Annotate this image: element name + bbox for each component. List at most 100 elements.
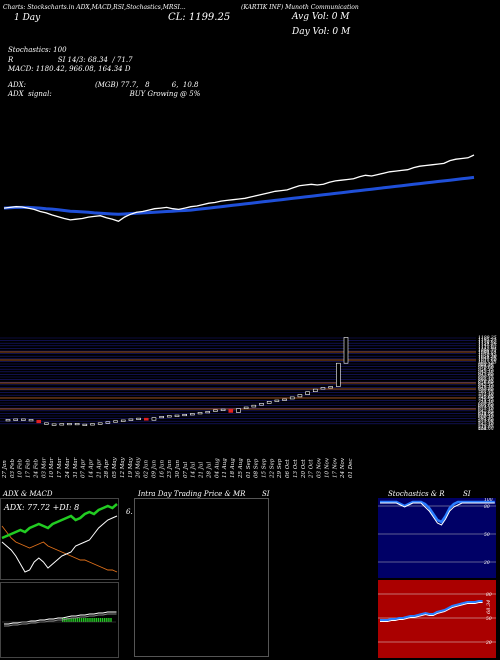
date-tick-label: 12 May [120, 456, 126, 478]
macd-histogram-bar [104, 618, 106, 622]
macd-histogram-bar [74, 618, 76, 622]
candle [97, 422, 103, 425]
macd-panel-frame [0, 582, 119, 658]
price-level-label: 657.10 [478, 407, 494, 413]
date-tick-label: 28 Jul [207, 462, 213, 479]
macd-histogram-bar [85, 618, 87, 622]
date-tick-label: 10 Mar [49, 457, 55, 478]
macd-histogram-bar [66, 618, 68, 622]
candle [13, 418, 18, 421]
price-level-label: 671.35 [478, 405, 494, 411]
price-level-label: 543.10 [478, 422, 494, 428]
date-tick-label: 17 Mar [57, 457, 63, 478]
rsi-panel: 80 50 20 68.34 [378, 580, 496, 658]
macd-histogram-bar [76, 618, 79, 622]
day-volume: Day Vol: 0 M [292, 27, 351, 37]
candle [105, 421, 111, 424]
price-level-label: 1041.95 [478, 356, 497, 362]
indicator-readouts: Stochastics: 100 R SI 14/3: 68.34 / 71.7… [8, 46, 200, 100]
candle [251, 404, 257, 408]
price-line-chart [3, 154, 475, 223]
candle [289, 396, 295, 400]
candle [328, 386, 333, 389]
date-tick-label: 21 Apr [96, 459, 102, 479]
date-tick-label: 23 Jun [167, 460, 173, 479]
price-level-label: 756.85 [478, 393, 494, 399]
price-level-label: 685.60 [478, 403, 494, 409]
date-tick-label: 27 Jan [2, 460, 8, 479]
rsi-tick-label: 50 [486, 616, 492, 622]
candle [21, 418, 26, 421]
macd-histogram-bar [72, 618, 74, 622]
price-level-label: 585.85 [478, 416, 494, 422]
macd-histogram-bar [95, 618, 97, 622]
candle [220, 408, 226, 411]
macd-histogram-bar [101, 618, 104, 622]
rsi-readout: R SI 14/3: 68.34 / 71.7 [8, 55, 133, 64]
candle [312, 388, 318, 393]
date-tick-label: 10 Nov [324, 457, 330, 478]
price-level-label: 771.10 [478, 391, 494, 397]
stoch-d-line [380, 502, 495, 526]
stoch-si-label: SI [463, 490, 471, 498]
price-level-label: 785.35 [478, 390, 494, 396]
price-level-label: 885.10 [478, 376, 494, 382]
price-level-label: 1056.20 [478, 354, 497, 360]
stoch-panel-title: Stochastics & R [388, 490, 445, 498]
date-tick-label: 08 Sep [254, 458, 260, 478]
intraday-panel-title: Intra Day Trading Price & MR [138, 490, 246, 498]
candle [143, 417, 149, 421]
price-level-label: 1098.72 [478, 348, 497, 354]
candle [205, 411, 211, 414]
price-level-label: 742.60 [478, 395, 494, 401]
price-level-label: 714.10 [478, 399, 494, 405]
date-tick-label: 29 Sep [277, 458, 283, 479]
date-tick-label: 03 Feb [10, 458, 16, 478]
date-tick-label: 31 Mar [73, 457, 79, 478]
rsi-tick-label: 20 [485, 640, 492, 646]
date-tick-label: 11 Aug [222, 458, 228, 478]
macd-histogram-bar [108, 618, 110, 622]
price-level-label: 1170.67 [478, 339, 497, 345]
stochastics-readout: Stochastics: 100 [8, 46, 67, 54]
adx-signal-readout: ADX signal: BUY Growing @ 5% [8, 90, 201, 98]
macd-readout: MACD: 1180.42, 966.08, 164.34 D [8, 65, 131, 73]
price-level-label: 642.85 [478, 408, 494, 414]
date-tick-label: 14 Apr [89, 459, 95, 478]
date-tick-label: 07 Jul [183, 462, 189, 478]
macd-panel [0, 582, 119, 658]
date-tick-label: 07 Apr [81, 459, 87, 478]
price-level-label: 1185.21 [478, 337, 497, 343]
candle [36, 419, 42, 424]
candle [174, 414, 180, 417]
macd-histogram-bar [87, 618, 89, 622]
candle [274, 399, 280, 402]
macd-histogram-bar [97, 618, 100, 622]
candle [113, 420, 118, 423]
price-level-label: 813.85 [478, 386, 494, 392]
date-tick-label: 01 Sep [246, 458, 252, 478]
price-level-label: 956.35 [478, 367, 494, 373]
date-tick-label: 22 Sep [269, 458, 275, 479]
top-strip-text: Charts: Stockscharts.in ADX,MACD,RSI,Sto… [3, 4, 186, 11]
company-name: (KARTIK INF) Munoth Communication [241, 4, 359, 11]
minus-di-line [1, 525, 118, 573]
candle [305, 391, 310, 395]
price-level-label: 1070.45 [478, 352, 497, 358]
adx-line [1, 503, 118, 540]
price-level-label: 506.09 [478, 429, 494, 430]
candle [44, 422, 49, 425]
date-tick-label: 24 Nov [340, 457, 346, 479]
price-level-label: 557.35 [478, 420, 494, 426]
date-tick-label: 09 Jun [151, 460, 157, 478]
price-level-label: 984.85 [478, 363, 494, 369]
signal-line [4, 613, 117, 627]
top-strip: Charts: Stockscharts.in ADX,MACD,RSI,Sto… [3, 4, 497, 11]
date-tick-label: 04 Aug [214, 458, 220, 478]
price-level-label: 1199.25 [478, 335, 497, 341]
date-tick-label: 18 Aug [230, 458, 236, 478]
date-tick-label: 17 Nov [332, 457, 338, 478]
date-tick-label: 24 Mar [65, 457, 71, 479]
intraday-value: 6. [126, 508, 133, 516]
date-tick-label: 21 Jul [199, 462, 205, 479]
